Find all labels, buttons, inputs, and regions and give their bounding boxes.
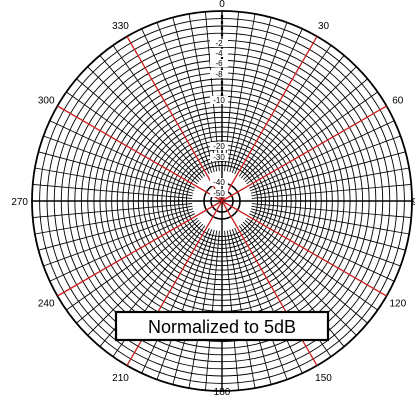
grid-spoke [229, 17, 272, 173]
grid-spoke [172, 229, 215, 385]
grid-spoke [76, 219, 200, 324]
ring-label-bg [210, 189, 228, 197]
ring-label-bg [210, 178, 228, 186]
grid-spoke [224, 230, 239, 391]
caption-text: Normalized to 5dB [148, 317, 296, 337]
grid-spoke [226, 230, 256, 389]
grid-spoke [221, 105, 387, 202]
ring-label: -50 [213, 189, 225, 198]
ring-labels: -2-4-6 -8 -10 -20 -30 -40 -50 [210, 39, 228, 198]
angle-label: 90 [412, 197, 415, 208]
grid-spoke [231, 22, 288, 173]
grid-spoke [34, 167, 193, 197]
grid-spoke [221, 200, 387, 297]
grid-spoke [49, 120, 195, 189]
grid-spoke [156, 22, 213, 173]
ring-label-bg [210, 70, 228, 78]
grid-spoke [87, 221, 202, 336]
angle-label: 300 [38, 96, 55, 107]
grid-spoke [38, 208, 194, 251]
ring-label: -6 [215, 59, 223, 68]
grid-spoke [112, 45, 206, 177]
grid-spoke [188, 230, 218, 389]
ring-label-bg [210, 153, 228, 161]
grid-spoke [221, 36, 318, 202]
grid-spoke [250, 135, 401, 192]
grid-spoke [141, 228, 210, 374]
ring-label-bg [210, 96, 228, 104]
grid-spoke [251, 203, 412, 218]
grid-spoke [172, 17, 215, 173]
ring-label: -8 [215, 70, 223, 79]
ring-label-bg [210, 59, 228, 67]
grid-spoke [43, 135, 194, 192]
grid-spoke [156, 229, 213, 380]
grid-spoke [250, 210, 401, 267]
grid-spoke [251, 167, 410, 197]
angle-label: 0 [219, 0, 225, 10]
grid-spoke [32, 184, 193, 199]
angle-label: 330 [112, 21, 129, 32]
grid-spoke [66, 91, 198, 185]
ring-label: -40 [213, 178, 225, 187]
grid-spoke [231, 229, 288, 380]
grid-spoke [141, 28, 210, 174]
grid-spoke [205, 230, 220, 391]
grid-spoke [76, 78, 200, 183]
ring-label-bg [210, 39, 228, 47]
ring-label: -10 [213, 96, 225, 105]
grid-spoke [246, 217, 378, 311]
grid-spoke [251, 205, 410, 235]
angle-label: 210 [112, 373, 129, 384]
grid-spoke [244, 78, 368, 183]
grid-spoke [226, 13, 256, 172]
grid-spoke [32, 203, 193, 218]
angle-label: 120 [389, 299, 406, 310]
grid-spoke [57, 200, 223, 297]
angle-label: 150 [315, 373, 332, 384]
grid-spoke [251, 184, 412, 199]
grid-spoke [246, 91, 378, 185]
grid-spoke [87, 66, 202, 181]
grid-spoke [234, 228, 303, 374]
grid-spoke [34, 205, 193, 235]
grid-spoke [242, 221, 357, 336]
grid-spoke [238, 45, 332, 177]
grid-spoke [49, 213, 195, 282]
grid-spoke [43, 210, 194, 267]
ring-label: -30 [213, 153, 225, 162]
grid-spoke [250, 151, 406, 194]
ring-label: -2 [215, 39, 223, 48]
grid-spoke [240, 55, 345, 179]
grid-spoke [249, 120, 395, 189]
ring-label-bg [210, 142, 228, 150]
grid-spoke [244, 219, 368, 324]
ring-label-bg [210, 49, 228, 57]
angle-label: 60 [392, 96, 404, 107]
angle-label: 240 [38, 299, 55, 310]
grid-spoke [250, 208, 406, 251]
grid-spoke [57, 105, 223, 202]
grid-spoke [229, 229, 272, 385]
ring-label: -4 [215, 49, 223, 58]
angle-label: 180 [214, 387, 231, 398]
angle-label: 270 [11, 197, 28, 208]
angle-labels: 0 30 60 90 120 150 180 210 240 270 300 330 [11, 0, 415, 398]
grid-spoke [99, 55, 204, 179]
grid-spoke [38, 151, 194, 194]
grid-spoke [126, 36, 223, 202]
grid-spoke [249, 213, 395, 282]
caption-box: Normalized to 5dB [114, 310, 330, 342]
angle-label: 30 [318, 21, 330, 32]
grid-spoke [66, 217, 198, 311]
ring-label: -20 [213, 142, 225, 151]
grid-spoke [234, 28, 303, 174]
grid-spoke [242, 66, 357, 181]
